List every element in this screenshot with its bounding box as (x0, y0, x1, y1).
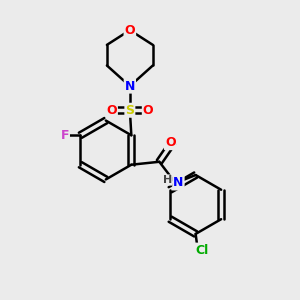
Text: O: O (106, 104, 117, 117)
Text: F: F (61, 129, 69, 142)
Text: N: N (173, 176, 184, 190)
Text: H: H (163, 175, 172, 185)
Text: Cl: Cl (195, 244, 208, 256)
Text: N: N (125, 80, 135, 93)
Text: S: S (125, 104, 134, 117)
Text: O: O (143, 104, 153, 117)
Text: O: O (124, 24, 135, 37)
Text: O: O (165, 136, 175, 149)
